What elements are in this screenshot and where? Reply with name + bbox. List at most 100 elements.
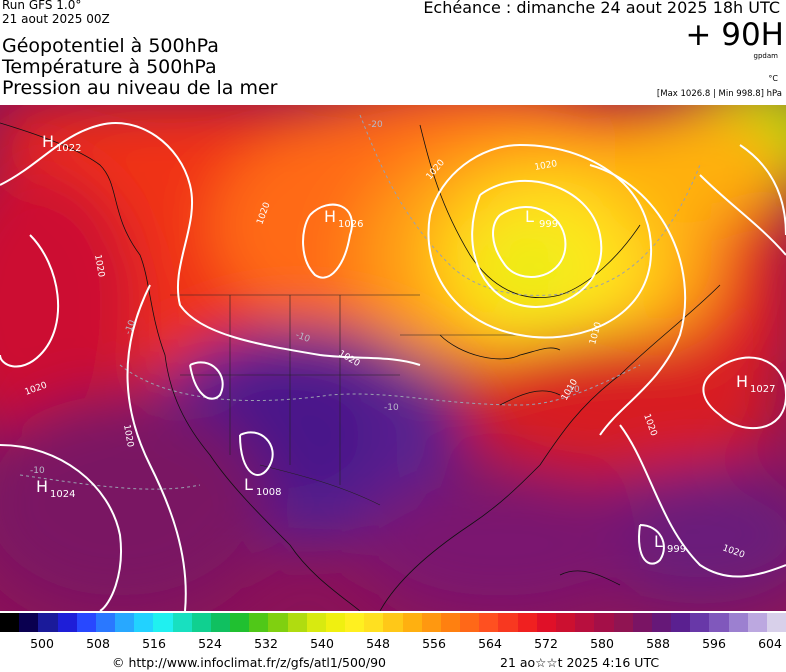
low-center-quebec: L 999 — [525, 207, 558, 230]
color-swatch — [19, 613, 39, 632]
color-swatch — [479, 613, 499, 632]
temperature-label: -10 — [30, 466, 45, 476]
color-swatch — [651, 613, 672, 632]
svg-text:H: H — [36, 477, 48, 496]
color-swatch — [115, 613, 135, 632]
color-scale-tick: 564 — [478, 636, 502, 651]
color-swatch — [421, 613, 441, 632]
color-swatch — [287, 613, 307, 632]
color-swatch — [498, 613, 518, 632]
credit-link[interactable]: © http://www.infoclimat.fr/z/gfs/atl1/50… — [112, 655, 386, 670]
color-swatch — [172, 613, 192, 632]
color-swatch — [613, 613, 633, 632]
run-date: 21 aout 2025 00Z — [2, 12, 110, 26]
color-swatch — [517, 613, 537, 632]
svg-text:1027: 1027 — [750, 384, 775, 395]
temperature-label: -10 — [384, 403, 399, 413]
svg-text:L: L — [244, 475, 253, 494]
color-scale-tick: 604 — [758, 636, 782, 651]
color-swatch — [460, 613, 480, 632]
temperature-label: -10 — [294, 330, 311, 345]
color-swatch — [402, 613, 422, 632]
color-swatch — [709, 613, 729, 632]
color-swatch — [268, 613, 288, 632]
color-swatch — [555, 613, 576, 632]
color-swatch — [325, 613, 346, 632]
color-swatch — [76, 613, 96, 632]
title-geopotential: Géopotentiel à 500hPa — [2, 35, 219, 57]
color-swatch — [594, 613, 614, 632]
temperature-label: -10 — [565, 385, 580, 395]
color-scale-tick: 532 — [254, 636, 278, 651]
color-scale-tick: 556 — [422, 636, 446, 651]
color-swatch — [536, 613, 556, 632]
svg-text:L: L — [525, 207, 534, 226]
color-swatch — [575, 613, 595, 632]
temperature-isotherms — [19, 114, 701, 490]
svg-text:999: 999 — [539, 219, 558, 230]
map-title: Géopotentiel à 500hPa Température à 500h… — [2, 36, 277, 99]
color-scale-bar — [0, 613, 786, 632]
low-center-caribbean: L 999 — [654, 532, 686, 555]
isobar-label: 1020 — [92, 254, 106, 279]
color-swatch — [0, 613, 20, 632]
color-swatch — [671, 613, 691, 632]
svg-text:1026: 1026 — [338, 219, 363, 230]
svg-text:H: H — [324, 207, 336, 226]
color-swatch — [57, 613, 77, 632]
run-info: Run GFS 1.0° 21 aout 2025 00Z — [2, 0, 110, 26]
high-center-atlantic: H 1027 — [736, 372, 775, 395]
color-swatch — [690, 613, 710, 632]
svg-text:H: H — [42, 132, 54, 151]
svg-text:999: 999 — [667, 544, 686, 555]
high-center-pacific-north: H 1022 — [42, 132, 81, 154]
high-center-pacific-south: H 1024 — [36, 477, 75, 500]
color-swatch — [38, 613, 58, 632]
color-scale-tick: 588 — [646, 636, 670, 651]
isobars — [0, 122, 786, 611]
color-swatch — [766, 613, 786, 632]
color-scale-tick: 508 — [86, 636, 110, 651]
color-swatch — [728, 613, 748, 632]
color-swatch — [345, 613, 365, 632]
color-swatch — [440, 613, 461, 632]
svg-text:1008: 1008 — [256, 487, 281, 498]
title-temperature: Température à 500hPa — [2, 56, 217, 78]
color-scale-tick: 516 — [142, 636, 166, 651]
temperature-shading — [0, 105, 786, 611]
svg-text:1022: 1022 — [56, 143, 81, 154]
color-swatch — [191, 613, 211, 632]
forecast-valid-time: Echéance : dimanche 24 aout 2025 18h UTC — [423, 0, 780, 17]
borders — [170, 294, 520, 506]
color-scale-tick: 596 — [702, 636, 726, 651]
color-swatch — [249, 613, 269, 632]
weather-map[interactable]: H 1022 H 1026 L 999 H 1027 H 1024 L 1008 L 999 … — [0, 105, 786, 611]
color-swatch — [364, 613, 384, 632]
temperature-labels: -20 -10 -10 -10 -10 -10 — [30, 120, 580, 476]
color-swatch — [230, 613, 250, 632]
color-scale-tick: 580 — [590, 636, 614, 651]
title-pressure: Pression au niveau de la mer — [2, 77, 278, 99]
color-swatch — [134, 613, 154, 632]
color-swatch — [210, 613, 231, 632]
temperature-label: -20 — [368, 120, 383, 130]
svg-text:L: L — [654, 532, 663, 551]
color-scale-tick: 500 — [30, 636, 54, 651]
color-scale-tick: 572 — [534, 636, 558, 651]
isobar-label: 1020 — [121, 424, 135, 449]
svg-text:H: H — [736, 372, 748, 391]
color-scale-ticks: 500 508 516 524 532 540 548 556 564 572 580 588 596 6… — [0, 636, 786, 652]
run-model: Run GFS 1.0° — [2, 0, 82, 12]
color-swatch — [95, 613, 116, 632]
map-canvas: H 1022 H 1026 L 999 H 1027 H 1024 L 1008 L 999 … — [0, 105, 786, 611]
svg-text:1024: 1024 — [50, 489, 75, 500]
high-center-canada: H 1026 — [324, 207, 363, 230]
coastlines — [0, 122, 721, 611]
color-swatch — [632, 613, 652, 632]
generation-time: 21 ao☆☆t 2025 4:16 UTC — [500, 655, 660, 670]
color-scale-tick: 548 — [366, 636, 390, 651]
color-swatch — [306, 613, 326, 632]
temperature-label: -10 — [123, 319, 138, 336]
unit-celsius: °C — [768, 74, 778, 83]
color-swatch — [747, 613, 767, 632]
